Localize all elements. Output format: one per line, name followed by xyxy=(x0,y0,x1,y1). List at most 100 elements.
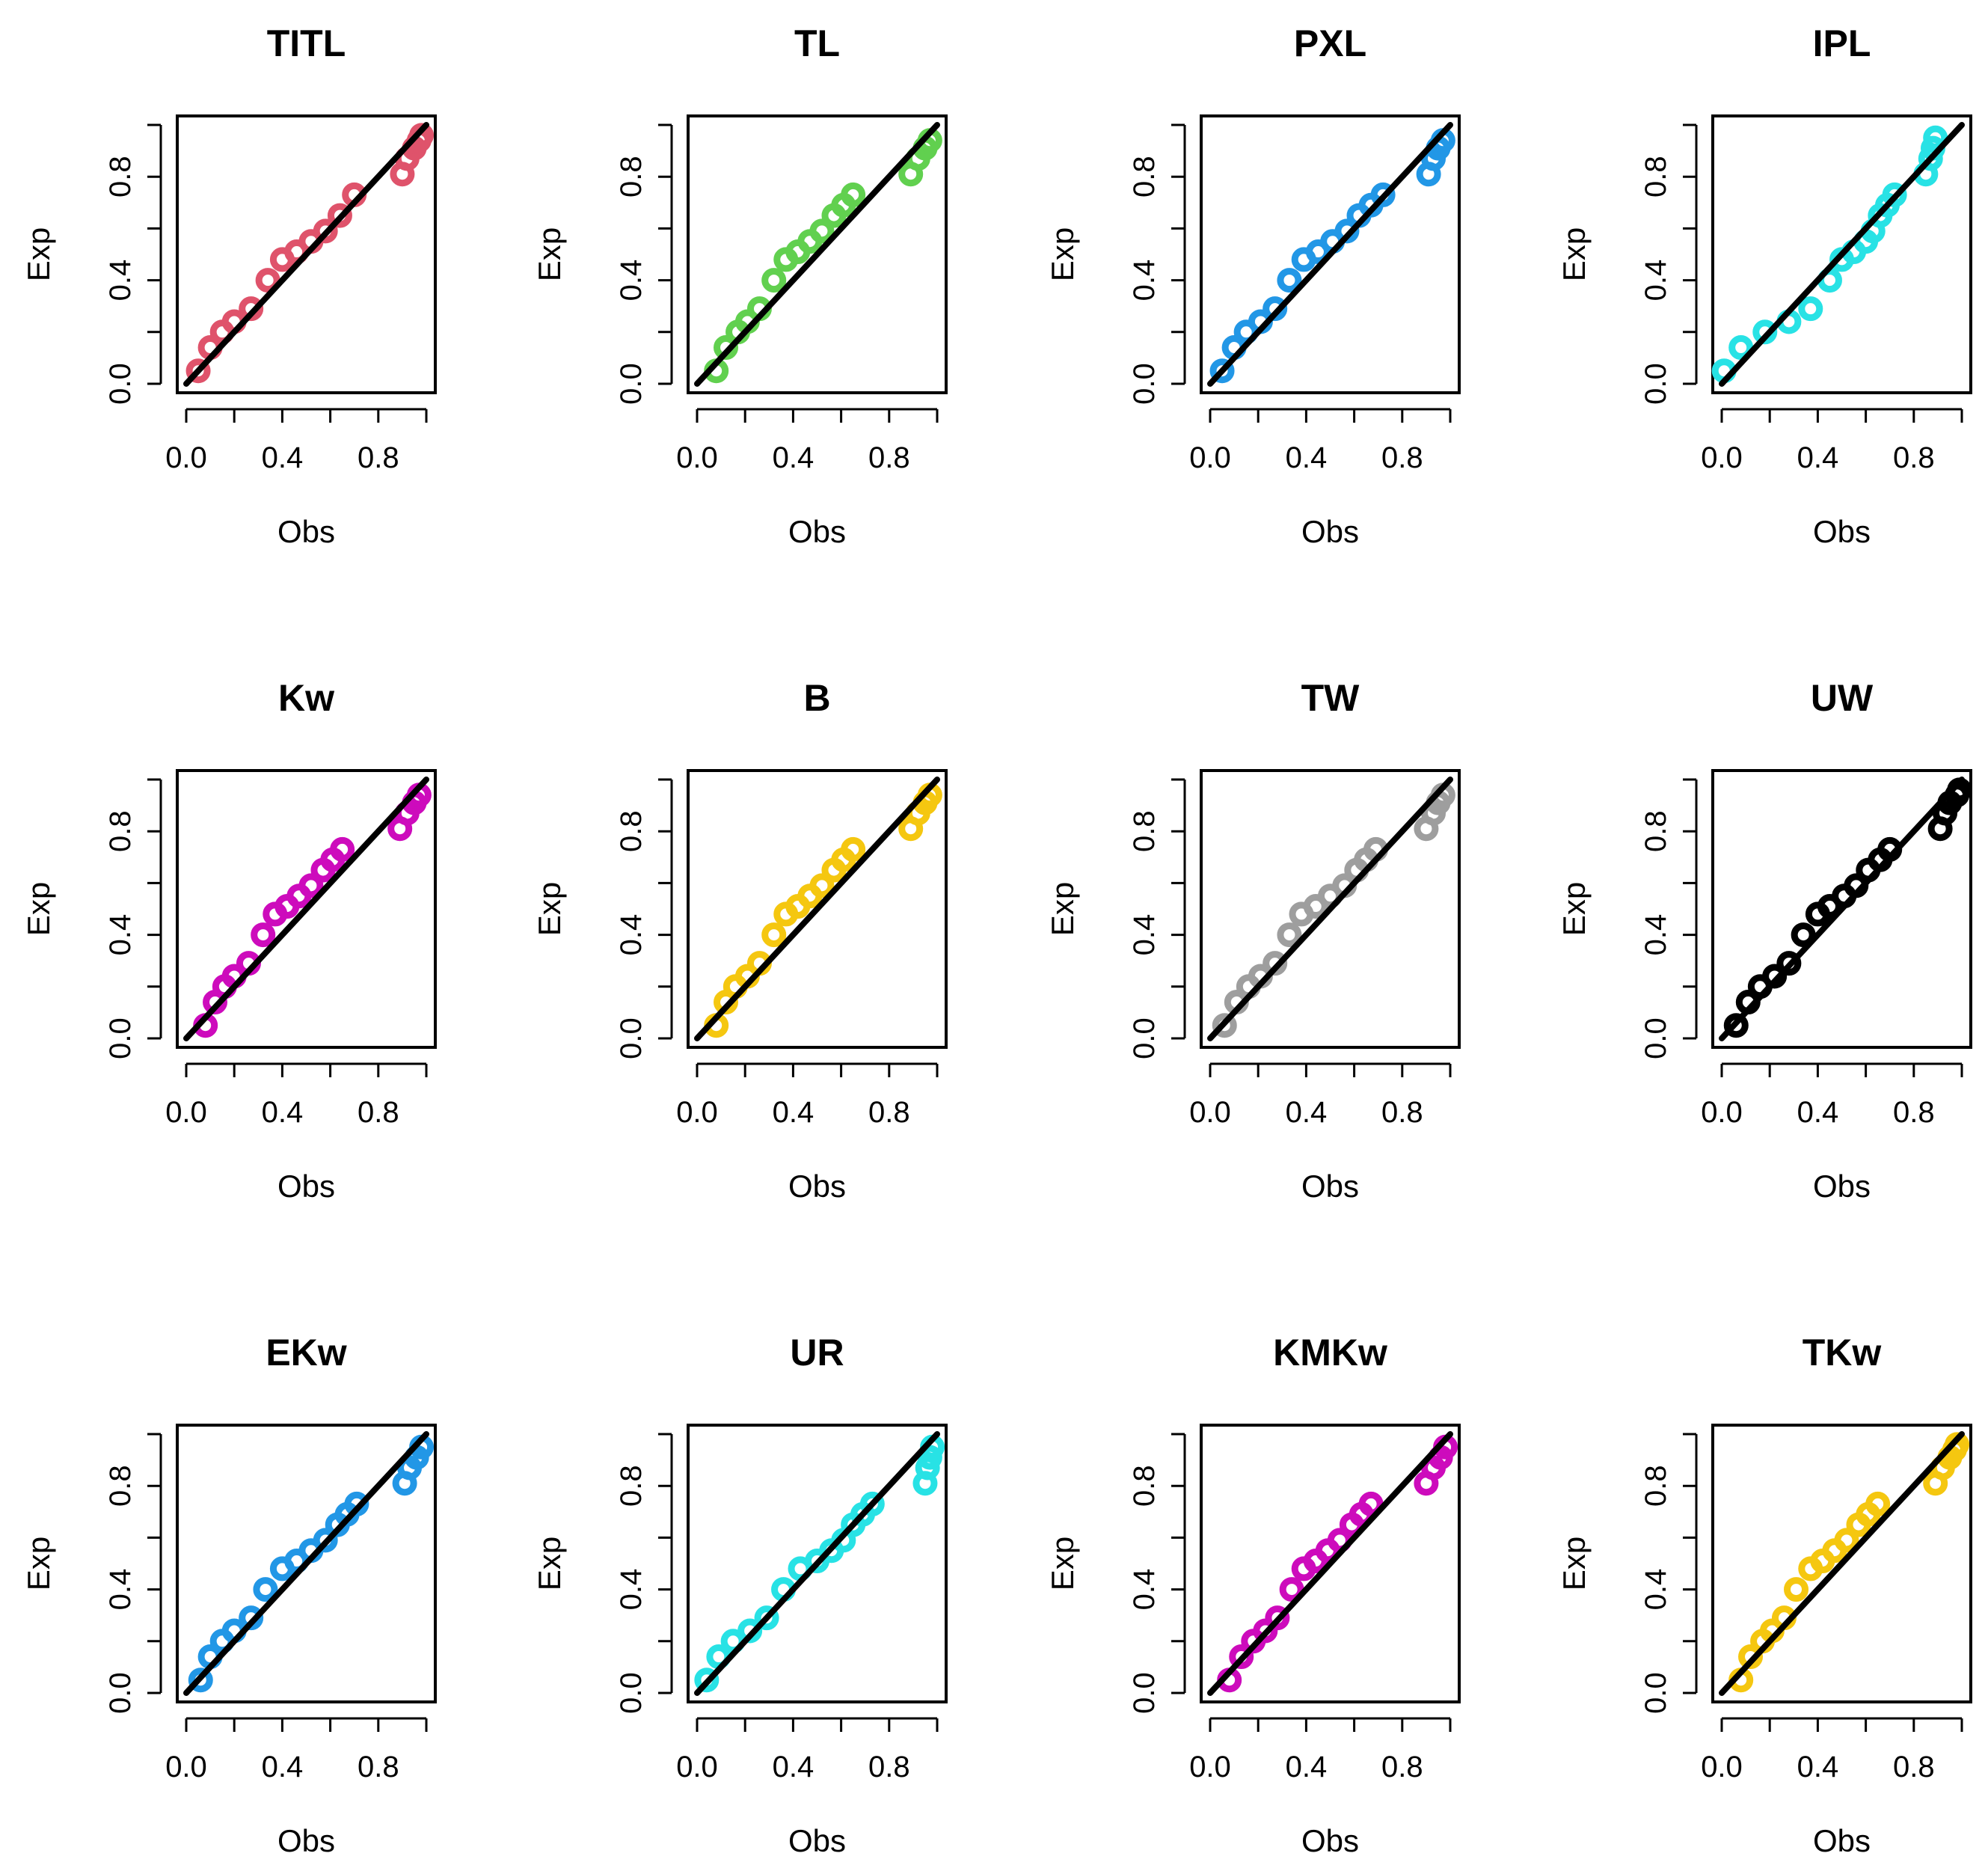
x-axis-title: Obs xyxy=(788,1169,846,1204)
y-tick-label: 0.0 xyxy=(104,363,137,405)
panel-kw: Kw 0.0 0.4 0.8 0.0 0.4 0.8 Obs Exp xyxy=(21,677,437,1204)
x-tick-label: 0.8 xyxy=(358,441,399,474)
data-point xyxy=(1277,268,1302,293)
y-tick-label: 0.0 xyxy=(1639,1672,1672,1714)
x-tick-label: 0.8 xyxy=(1381,1096,1423,1129)
x-tick-label: 0.8 xyxy=(358,1751,399,1783)
x-tick-label: 0.4 xyxy=(1286,1751,1328,1783)
y-tick-label: 0.4 xyxy=(1639,1569,1672,1611)
data-point xyxy=(809,218,835,244)
x-tick-label: 0.4 xyxy=(1797,1096,1839,1129)
y-axis-title: Exp xyxy=(21,227,56,281)
x-tick-label: 0.8 xyxy=(1381,441,1423,474)
y-tick-label: 0.8 xyxy=(1639,156,1672,197)
data-point xyxy=(1784,1577,1809,1602)
x-tick-label: 0.8 xyxy=(1893,441,1935,474)
panel-kmkw: KMKw 0.0 0.4 0.8 0.0 0.4 0.8 Obs Exp xyxy=(1045,1332,1461,1858)
data-point xyxy=(1865,1491,1891,1516)
x-tick-label: 0.0 xyxy=(1701,1751,1743,1783)
panel-tl: TL 0.0 0.4 0.8 0.0 0.4 0.8 Obs Exp xyxy=(532,22,948,549)
reference-line xyxy=(694,777,940,1041)
x-tick-label: 0.4 xyxy=(1797,1751,1839,1783)
data-point xyxy=(761,268,787,293)
data-point xyxy=(809,873,835,898)
data-point xyxy=(1798,296,1823,322)
x-tick-label: 0.4 xyxy=(262,1096,304,1129)
y-tick-label: 0.0 xyxy=(615,1672,648,1714)
data-point xyxy=(1358,1491,1384,1516)
x-tick-label: 0.8 xyxy=(358,1096,399,1129)
reference-line xyxy=(1207,777,1453,1041)
y-tick-label: 0.4 xyxy=(1639,914,1672,956)
x-tick-label: 0.4 xyxy=(773,441,814,474)
data-point xyxy=(255,268,280,293)
y-tick-label: 0.8 xyxy=(104,1465,137,1507)
y-tick-label: 0.4 xyxy=(104,1569,137,1611)
panel-uw: UW 0.0 0.4 0.8 0.0 0.4 0.8 Obs Exp xyxy=(1556,677,1972,1204)
panel-title: UR xyxy=(790,1332,844,1374)
data-point xyxy=(761,922,787,948)
y-tick-label: 0.4 xyxy=(1128,914,1161,956)
data-point xyxy=(298,873,324,898)
data-point xyxy=(1370,182,1396,207)
y-tick-label: 0.4 xyxy=(615,914,648,956)
y-tick-label: 0.0 xyxy=(1639,363,1672,405)
x-tick-label: 0.4 xyxy=(773,1751,814,1783)
x-tick-label: 0.0 xyxy=(1701,441,1743,474)
x-tick-label: 0.0 xyxy=(1189,1096,1231,1129)
x-tick-label: 0.4 xyxy=(1797,441,1839,474)
y-tick-label: 0.8 xyxy=(615,810,648,852)
reference-line xyxy=(183,122,429,387)
x-axis-title: Obs xyxy=(277,514,335,549)
plot-frame xyxy=(1200,1424,1461,1703)
reference-line xyxy=(1207,122,1453,387)
panel-title: Kw xyxy=(278,677,334,719)
data-point xyxy=(1229,1644,1254,1670)
y-tick-label: 0.4 xyxy=(1639,260,1672,301)
x-tick-label: 0.8 xyxy=(868,1096,910,1129)
y-tick-label: 0.8 xyxy=(104,156,137,197)
y-tick-label: 0.4 xyxy=(615,260,648,301)
x-axis-title: Obs xyxy=(277,1169,335,1204)
x-tick-label: 0.4 xyxy=(262,441,304,474)
data-point xyxy=(313,1528,338,1553)
data-point xyxy=(1277,922,1302,948)
x-tick-label: 0.0 xyxy=(1189,441,1231,474)
x-tick-label: 0.8 xyxy=(868,1751,910,1783)
data-point xyxy=(1791,922,1816,948)
panel-title: TW xyxy=(1301,677,1360,719)
panel-titl: TITL 0.0 0.4 0.8 0.0 0.4 0.8 Obs Exp xyxy=(21,22,437,549)
x-axis-title: Obs xyxy=(1813,1169,1871,1204)
y-tick-label: 0.8 xyxy=(615,156,648,197)
y-tick-label: 0.0 xyxy=(1128,1672,1161,1714)
panel-title: PXL xyxy=(1294,22,1366,64)
panel-title: B xyxy=(803,677,830,719)
panel-ipl: IPL 0.0 0.4 0.8 0.0 0.4 0.8 Obs Exp xyxy=(1556,22,1972,549)
y-tick-label: 0.0 xyxy=(104,1017,137,1059)
data-point xyxy=(313,218,338,244)
plot-frame xyxy=(176,114,437,394)
x-tick-label: 0.8 xyxy=(1893,1751,1935,1783)
data-point xyxy=(185,358,211,384)
data-point xyxy=(1834,1528,1859,1553)
y-tick-label: 0.4 xyxy=(1128,260,1161,301)
y-tick-label: 0.8 xyxy=(1639,810,1672,852)
y-tick-label: 0.4 xyxy=(1128,1569,1161,1611)
y-tick-label: 0.0 xyxy=(104,1672,137,1714)
x-tick-label: 0.4 xyxy=(1286,1096,1328,1129)
data-point xyxy=(859,1491,885,1516)
x-tick-label: 0.8 xyxy=(868,441,910,474)
data-point xyxy=(327,203,352,228)
y-axis-title: Exp xyxy=(1045,1537,1080,1590)
panel-title: IPL xyxy=(1813,22,1871,64)
y-tick-label: 0.8 xyxy=(1128,1465,1161,1507)
panel-title: KMKw xyxy=(1273,1332,1387,1374)
y-tick-label: 0.0 xyxy=(615,363,648,405)
panel-ekw: EKw 0.0 0.4 0.8 0.0 0.4 0.8 Obs Exp xyxy=(21,1332,437,1858)
data-point xyxy=(754,1605,779,1631)
x-axis-title: Obs xyxy=(1813,514,1871,549)
x-axis-title: Obs xyxy=(1301,514,1359,549)
panel-tw: TW 0.0 0.4 0.8 0.0 0.4 0.8 Obs Exp xyxy=(1045,677,1461,1204)
plot-frame xyxy=(1711,769,1972,1049)
panel-title: TL xyxy=(794,22,840,64)
